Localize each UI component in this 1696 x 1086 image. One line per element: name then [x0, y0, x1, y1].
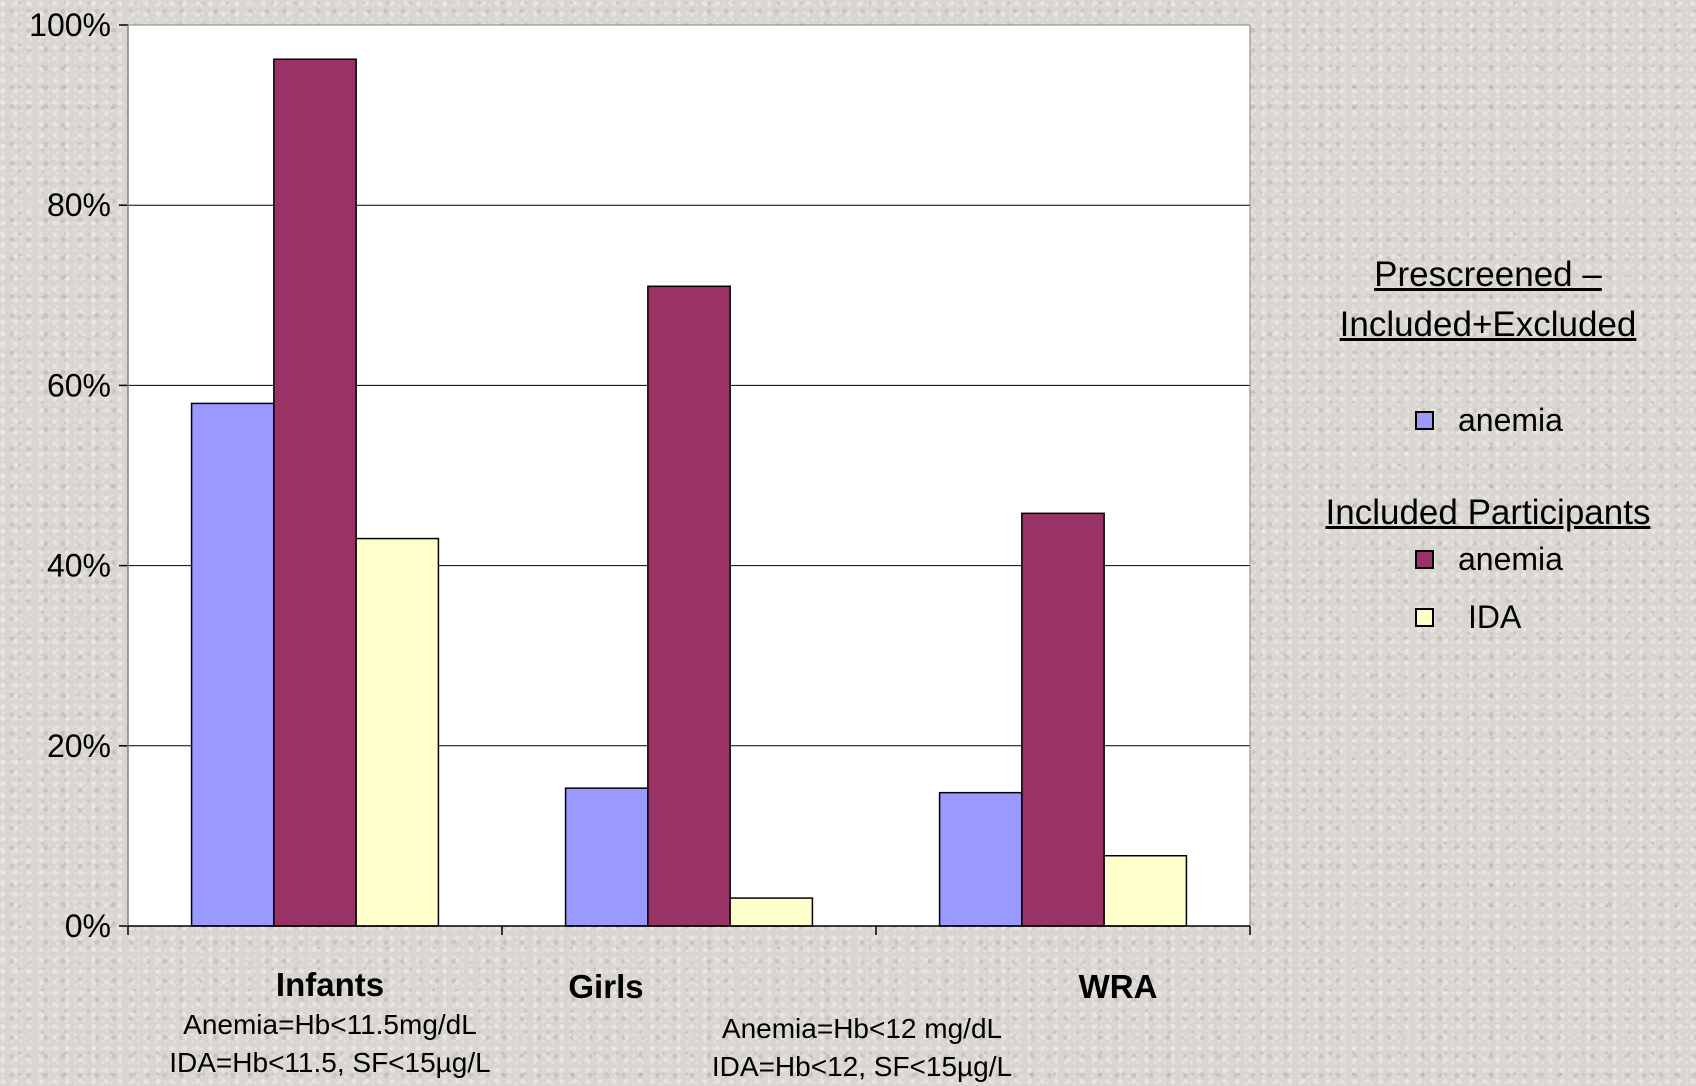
- x-category-label: WRA: [1079, 968, 1158, 1005]
- legend: Prescreened – Included+Excluded anemia I…: [1280, 250, 1696, 670]
- x-category-label: Infants: [276, 966, 384, 1003]
- bars: [190, 58, 1188, 927]
- bar-wra-series3: [1103, 854, 1188, 927]
- legend-item-included-anemia: anemia: [1415, 541, 1563, 578]
- y-tick-label: 100%: [29, 7, 111, 43]
- legend-heading-prescreened-line1: Prescreened –: [1374, 255, 1602, 294]
- bar-girls-series1: [564, 787, 649, 927]
- legend-swatch-icon: [1415, 608, 1434, 627]
- legend-heading-prescreened: Prescreened – Included+Excluded: [1280, 250, 1696, 350]
- infants-anemia-definition: Anemia=Hb<11.5mg/dL: [183, 1009, 477, 1040]
- legend-label: anemia: [1458, 402, 1563, 438]
- bar-infants-series3: [355, 537, 440, 927]
- legend-swatch-icon: [1415, 550, 1434, 569]
- girls-wra-ida-definition: IDA=Hb<12, SF<15µg/L: [711, 1051, 1013, 1082]
- infants-definition-note: Anemia=Hb<11.5mg/dL IDA=Hb<11.5, SF<15µg…: [130, 1006, 530, 1082]
- y-tick-label: 80%: [47, 187, 111, 223]
- infants-ida-definition: IDA=Hb<11.5, SF<15µg/L: [169, 1047, 491, 1078]
- legend-item-included-ida: IDA: [1415, 599, 1521, 636]
- bar-girls-series3: [729, 897, 814, 927]
- legend-heading-included: Included Participants: [1280, 488, 1696, 538]
- y-tick-label: 40%: [47, 548, 111, 584]
- bar-wra-series1: [938, 791, 1023, 927]
- legend-heading-included-text: Included Participants: [1325, 493, 1651, 532]
- bar-girls-series2: [647, 285, 731, 927]
- bar-wra-series2: [1021, 512, 1105, 927]
- axes: [119, 24, 1251, 935]
- girls-wra-definition-note: Anemia=Hb<12 mg/dL IDA=Hb<12, SF<15µg/L: [662, 1010, 1062, 1086]
- legend-label: IDA: [1468, 599, 1522, 635]
- x-category-label: Girls: [568, 968, 643, 1005]
- y-tick-label: 0%: [65, 908, 111, 944]
- bar-infants-series1: [190, 402, 275, 927]
- y-tick-label: 60%: [47, 367, 111, 403]
- legend-swatch-icon: [1415, 411, 1434, 430]
- bar-infants-series2: [273, 58, 357, 927]
- girls-wra-anemia-definition: Anemia=Hb<12 mg/dL: [721, 1013, 1003, 1044]
- y-tick-label: 20%: [47, 728, 111, 764]
- axis-labels: 0% 20% 40% 60% 80% 100% Infants Girls WRA: [29, 7, 1157, 1005]
- legend-item-prescreened-anemia: anemia: [1415, 402, 1563, 439]
- legend-heading-prescreened-line2: Included+Excluded: [1339, 305, 1637, 344]
- legend-label: anemia: [1458, 541, 1563, 577]
